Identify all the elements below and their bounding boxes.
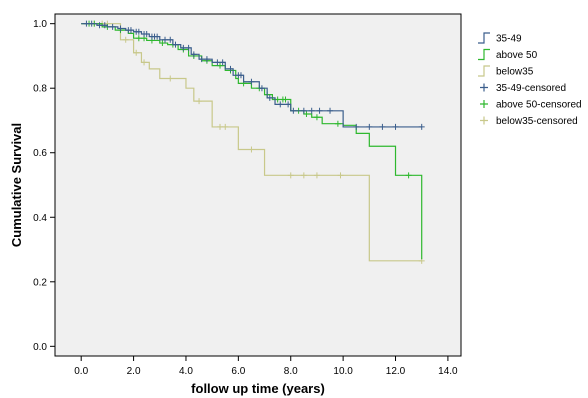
y-tick-label-0: 0.0 [33, 342, 47, 353]
x-axis: 0.0 2.0 4.0 6.0 8.0 10.0 12.0 14.0 [74, 356, 458, 377]
censor-mark-0-30 [266, 94, 273, 101]
x-tick-label-3: 6.0 [231, 366, 245, 377]
x-tick-label-7: 14.0 [438, 366, 458, 377]
censor-mark-2-6 [167, 75, 174, 82]
censor-mark-0-31 [277, 101, 284, 108]
censor-mark-0-18 [180, 44, 187, 51]
censor-mark-0-2 [96, 22, 103, 29]
censor-mark-0-20 [190, 51, 197, 58]
plot-area [81, 20, 425, 264]
series-line-0 [81, 23, 422, 128]
censor-mark-1-12 [217, 62, 224, 69]
censor-mark-1-17 [274, 96, 281, 103]
censor-mark-2-8 [217, 123, 224, 130]
y-tick-label-5: 1.0 [33, 19, 47, 30]
censor-mark-2-4 [133, 49, 140, 56]
censor-mark-2-5 [141, 59, 148, 66]
legend-censor-label-2: below35-censored [496, 116, 578, 127]
plot-background [54, 13, 462, 357]
legend-censor-swatch-2 [480, 116, 488, 125]
y-axis-title: Cumulative Survival [9, 123, 24, 247]
censor-mark-0-5 [117, 25, 124, 32]
censor-mark-0-33 [290, 107, 297, 114]
censor-mark-0-36 [316, 107, 323, 114]
censor-mark-0-35 [308, 107, 315, 114]
legend-line-swatch-1 [478, 48, 490, 61]
censor-mark-0-3 [101, 22, 108, 29]
legend-censor-swatch-0 [480, 83, 488, 92]
censor-mark-2-11 [287, 172, 294, 179]
censor-mark-0-24 [219, 59, 226, 66]
censor-mark-0-38 [353, 123, 360, 130]
censor-mark-0-16 [167, 36, 174, 43]
x-tick-label-1: 2.0 [127, 366, 141, 377]
censor-mark-1-23 [334, 120, 341, 127]
censor-mark-0-15 [162, 36, 169, 43]
censor-mark-0-40 [379, 123, 386, 130]
censor-mark-2-12 [300, 172, 307, 179]
legend-censor-label-1: above 50-censored [496, 100, 582, 111]
censor-mark-0-28 [248, 78, 255, 85]
censor-mark-0-34 [300, 107, 307, 114]
censor-mark-2-10 [248, 146, 255, 153]
censor-mark-2-7 [196, 98, 203, 105]
legend-censor-label-0: 35-49-censored [496, 83, 566, 94]
y-tick-label-3: 0.6 [33, 148, 47, 159]
x-tick-label-5: 10.0 [333, 366, 353, 377]
x-axis-title: follow up time (years) [191, 381, 325, 396]
censor-mark-0-29 [258, 85, 265, 92]
legend-label-2: below35 [496, 67, 534, 78]
censor-mark-0-23 [214, 59, 221, 66]
censor-mark-2-13 [313, 172, 320, 179]
censor-mark-0-22 [203, 56, 210, 63]
x-tick-label-6: 12.0 [386, 366, 406, 377]
censor-mark-1-21 [303, 111, 310, 118]
y-tick-label-2: 0.4 [33, 213, 47, 224]
legend-censor-swatch-1 [480, 100, 488, 108]
censor-mark-1-24 [405, 172, 412, 179]
censor-mark-0-19 [185, 44, 192, 51]
censor-mark-0-41 [392, 123, 399, 130]
censor-mark-0-7 [127, 27, 134, 34]
censor-mark-0-0 [83, 20, 90, 27]
censor-mark-0-32 [285, 101, 292, 108]
censor-mark-0-1 [88, 20, 95, 27]
censor-mark-0-42 [418, 123, 425, 130]
censor-mark-0-25 [227, 65, 234, 72]
censor-mark-0-17 [172, 41, 179, 48]
censor-mark-0-27 [237, 72, 244, 79]
censor-mark-1-22 [313, 114, 320, 121]
legend-line-swatch-2 [478, 65, 490, 77]
censor-mark-0-14 [154, 33, 161, 40]
censor-mark-0-39 [366, 123, 373, 130]
censor-mark-0-9 [135, 28, 142, 35]
censor-mark-0-4 [109, 23, 116, 30]
censor-mark-2-14 [337, 172, 344, 179]
legend-label-1: above 50 [496, 50, 538, 61]
y-axis: 0.0 0.2 0.4 0.6 0.8 1.0 [33, 19, 55, 353]
censor-mark-1-4 [135, 35, 142, 42]
censor-mark-0-21 [198, 56, 205, 63]
censor-mark-2-3 [122, 36, 129, 43]
censor-mark-2-9 [222, 123, 229, 130]
legend-line-swatch-0 [478, 32, 490, 44]
y-tick-label-4: 0.8 [33, 84, 47, 95]
censor-mark-0-37 [327, 107, 334, 114]
censor-mark-0-11 [143, 31, 150, 38]
censor-mark-1-19 [282, 96, 289, 103]
y-tick-label-1: 0.2 [33, 277, 47, 288]
x-tick-label-2: 4.0 [179, 366, 193, 377]
censor-mark-1-7 [159, 40, 166, 47]
x-tick-label-0: 0.0 [74, 366, 88, 377]
series-line-2 [81, 23, 422, 262]
legend-label-0: 35-49 [496, 34, 522, 45]
legend: 35-49 above 50 below35 35-49-censored above … [478, 32, 582, 127]
x-tick-label-4: 8.0 [284, 366, 298, 377]
